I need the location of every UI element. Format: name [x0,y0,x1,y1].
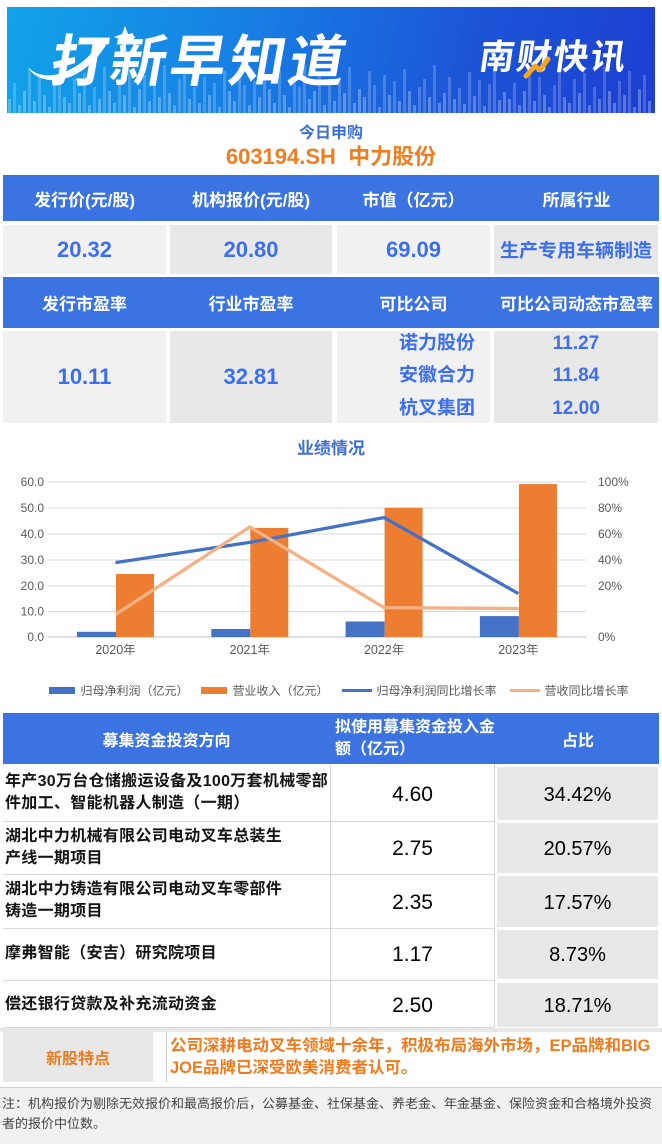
svg-text:2022年: 2022年 [364,643,404,657]
svg-text:50.0: 50.0 [21,501,45,515]
svg-text:40.0: 40.0 [21,527,45,541]
svg-text:2020年: 2020年 [95,643,135,657]
svg-text:30.0: 30.0 [21,553,45,567]
svg-text:100%: 100% [598,475,629,489]
svg-text:0%: 0% [598,630,616,644]
svg-text:80%: 80% [598,501,622,515]
svg-text:20.0: 20.0 [21,579,45,593]
svg-text:0.0: 0.0 [27,630,44,644]
svg-text:10.0: 10.0 [21,605,45,619]
svg-text:40%: 40% [598,553,622,567]
svg-text:60.0: 60.0 [21,475,45,489]
svg-text:2021年: 2021年 [230,643,270,657]
svg-text:2023年: 2023年 [498,643,538,657]
svg-text:20%: 20% [598,579,622,593]
svg-text:60%: 60% [598,527,622,541]
